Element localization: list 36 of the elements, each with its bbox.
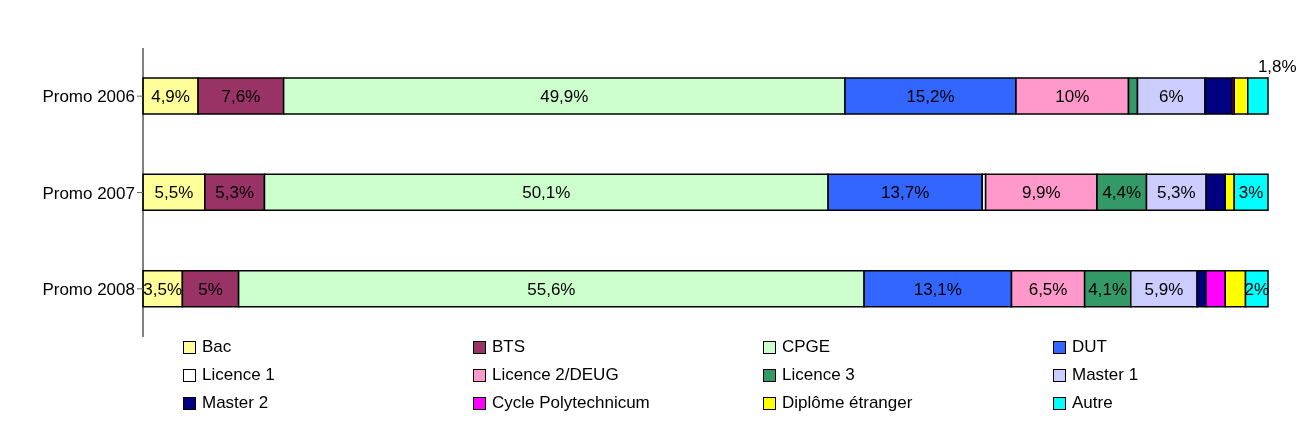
data-label: 5% <box>198 279 223 299</box>
y-tick-label: Promo 2007 <box>42 183 135 203</box>
data-label: 5,5% <box>154 183 194 203</box>
legend-label: Licence 3 <box>782 365 855 385</box>
legend-label: Master 2 <box>202 393 269 413</box>
data-label: 13,1% <box>913 279 962 299</box>
data-label: 9,9% <box>1021 183 1061 203</box>
data-label: 5,3% <box>1156 183 1196 203</box>
legend-label: Licence 2/DEUG <box>492 365 619 385</box>
y-tick-label: Promo 2008 <box>42 279 135 299</box>
data-label: 7,6% <box>221 87 261 106</box>
data-label: 10% <box>1055 87 1090 106</box>
data-label: 50,1% <box>522 183 571 203</box>
data-label: 15,2% <box>906 87 955 106</box>
data-label: 3% <box>1238 183 1264 203</box>
data-label: 5,3% <box>215 183 255 203</box>
legend-label: Autre <box>1072 393 1113 413</box>
data-label: 1,8% <box>1257 57 1297 76</box>
data-label: 49,9% <box>540 87 589 106</box>
data-label: 55,6% <box>527 279 576 299</box>
legend-label: DUT <box>1072 337 1107 357</box>
legend-label: Master 1 <box>1072 365 1139 385</box>
legend-label: Bac <box>202 337 232 357</box>
data-label: 4,4% <box>1102 183 1142 203</box>
legend-label: Diplôme étranger <box>782 393 913 413</box>
legend-label: BTS <box>492 337 526 357</box>
data-label: 6% <box>1158 87 1184 106</box>
legend-label: Cycle Polytechnicum <box>492 393 650 413</box>
legend-label: Licence 1 <box>202 365 275 385</box>
data-label: 5,9% <box>1144 279 1184 299</box>
legend-label: CPGE <box>782 337 831 357</box>
data-label: 6,5% <box>1028 279 1068 299</box>
data-label: 13,7% <box>881 183 930 203</box>
data-label: 4,9% <box>151 87 190 106</box>
y-tick-label: Promo 2006 <box>42 87 135 107</box>
data-label: 4,1% <box>1088 279 1128 299</box>
